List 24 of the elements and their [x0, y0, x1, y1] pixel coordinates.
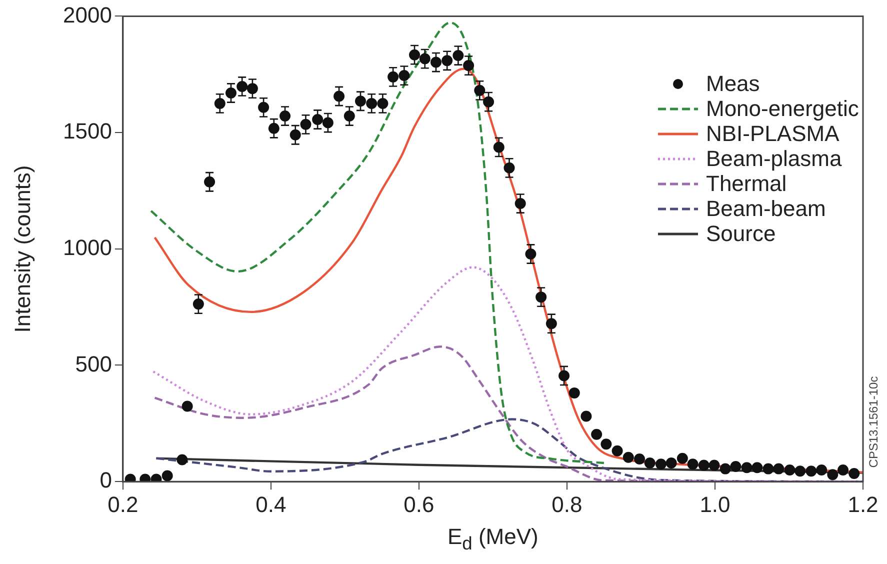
y-tick-label: 1000: [62, 234, 112, 260]
y-tick-label: 500: [75, 351, 112, 376]
legend-label: Beam-plasma: [706, 146, 842, 172]
legend-label: Thermal: [706, 171, 787, 196]
y-tick-label: 2000: [62, 2, 112, 28]
x-tick-label: 1.0: [700, 492, 730, 517]
line-series: [152, 266, 863, 482]
x-tick-label: 0.4: [256, 492, 286, 517]
y-tick-label: 0: [100, 468, 112, 493]
legend-label: Mono-energetic: [706, 96, 859, 122]
line-series: [150, 22, 606, 464]
x-tick-label: 1.2: [848, 492, 878, 517]
legend-label: Beam-beam: [706, 196, 826, 222]
line-series: [154, 346, 863, 482]
legend-label: NBI-PLASMA: [706, 121, 840, 146]
y-axis-title: Intensity (counts): [10, 165, 36, 333]
x-axis-title: E$_{d}$ (MeV): [447, 524, 538, 554]
legend-label: Source: [706, 221, 776, 246]
y-tick-label: 1500: [62, 118, 112, 144]
x-tick-label: 0.2: [108, 492, 138, 517]
text: CPS13.1561-10c: [866, 376, 880, 468]
legend-label: Meas: [706, 71, 760, 96]
x-tick-label: 0.8: [552, 492, 582, 517]
x-tick-label: 0.6: [404, 492, 434, 517]
